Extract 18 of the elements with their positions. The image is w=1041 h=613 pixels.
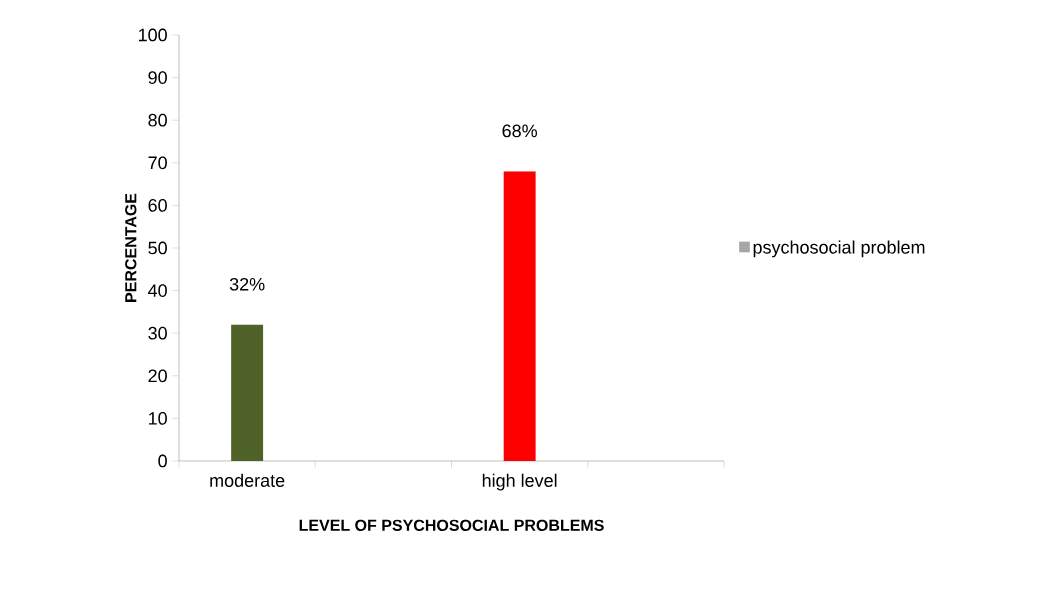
y-tick-label: 10 <box>148 412 167 425</box>
x-axis-title: LEVEL OF PSYCHOSOCIAL PROBLEMS <box>299 519 604 531</box>
y-tick-label: 0 <box>158 454 167 468</box>
y-tick-label: 80 <box>148 113 167 127</box>
y-tick-label: 30 <box>148 326 167 340</box>
x-tick-label: high level <box>482 473 557 491</box>
y-tick-label: 20 <box>148 369 167 383</box>
y-tick-label: 90 <box>148 71 167 84</box>
y-tick-label: 100 <box>138 28 167 42</box>
data-label: 68% <box>502 124 537 138</box>
x-tick-label: moderate <box>210 473 285 487</box>
y-tick-label: 40 <box>148 284 167 297</box>
y-axis-title: PERCENTAGE <box>125 193 137 302</box>
y-tick-label: 50 <box>148 241 167 255</box>
y-tick-label: 60 <box>148 199 167 212</box>
y-tick-label: 70 <box>148 156 167 170</box>
data-label: 32% <box>229 277 265 291</box>
text: psychosocial problem <box>753 240 925 258</box>
